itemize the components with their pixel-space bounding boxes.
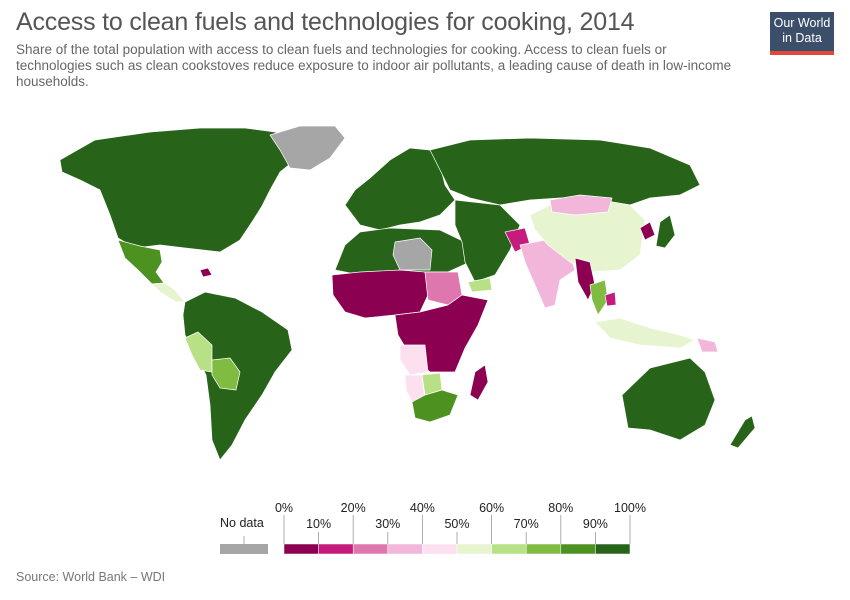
logo-line-1: Our World bbox=[773, 16, 831, 30]
region-bolivia[interactable] bbox=[211, 357, 241, 391]
world-map[interactable] bbox=[0, 100, 850, 490]
legend-tick-label-upper: 80% bbox=[548, 501, 573, 515]
region-yemen[interactable] bbox=[467, 277, 493, 293]
legend-tick-label-upper: 60% bbox=[479, 501, 504, 515]
legend-bin-6 bbox=[456, 543, 492, 555]
region-new-zealand[interactable] bbox=[729, 415, 756, 449]
legend-tick-label-upper: 100% bbox=[614, 501, 646, 515]
region-japan[interactable] bbox=[655, 214, 676, 249]
region-cambodia[interactable] bbox=[604, 291, 617, 307]
region-north-america[interactable] bbox=[59, 127, 301, 253]
region-mongolia[interactable] bbox=[549, 194, 613, 216]
legend-bin-3 bbox=[352, 543, 389, 555]
region-libya[interactable] bbox=[392, 237, 433, 271]
legend-tick-label-lower: 30% bbox=[375, 517, 400, 531]
legend-bin-9 bbox=[560, 543, 596, 555]
legend-no-data-swatch bbox=[220, 544, 268, 554]
legend-bin-2 bbox=[318, 543, 354, 555]
region-north-korea[interactable] bbox=[639, 221, 656, 241]
logo-line-2: in Data bbox=[782, 31, 822, 45]
source-note: Source: World Bank – WDI bbox=[16, 570, 166, 584]
chart-subtitle: Share of the total population with acces… bbox=[16, 42, 732, 89]
legend-no-data-label: No data bbox=[220, 516, 264, 530]
region-angola[interactable] bbox=[399, 344, 429, 376]
region-south-africa[interactable] bbox=[411, 389, 459, 423]
region-greenland[interactable] bbox=[269, 125, 346, 171]
legend-bin-5 bbox=[422, 543, 458, 555]
legend-tick-label-lower: 90% bbox=[583, 517, 608, 531]
region-russia[interactable] bbox=[429, 137, 701, 206]
region-madagascar[interactable] bbox=[469, 364, 489, 401]
legend-bin-7 bbox=[491, 543, 527, 555]
owid-logo[interactable]: Our World in Data bbox=[770, 12, 834, 55]
region-haiti[interactable] bbox=[199, 267, 213, 278]
legend-bin-10 bbox=[595, 543, 631, 555]
legend-bin-4 bbox=[387, 543, 423, 555]
region-central-america[interactable] bbox=[151, 282, 186, 303]
region-png[interactable] bbox=[696, 337, 719, 353]
region-thailand[interactable] bbox=[589, 279, 609, 316]
region-indonesia[interactable] bbox=[594, 317, 696, 349]
region-west-africa[interactable] bbox=[331, 269, 429, 319]
legend-tick-label-lower: 70% bbox=[514, 517, 539, 531]
chart-title: Access to clean fuels and technologies f… bbox=[16, 8, 635, 36]
legend-bin-1 bbox=[283, 543, 319, 555]
legend-bin-8 bbox=[525, 543, 562, 555]
legend-tick-label-lower: 10% bbox=[306, 517, 331, 531]
legend-bins bbox=[283, 543, 631, 555]
region-australia[interactable] bbox=[621, 357, 716, 441]
legend-tick-label-upper: 20% bbox=[341, 501, 366, 515]
legend-tick-label-upper: 0% bbox=[275, 501, 293, 515]
legend-tick-label-upper: 40% bbox=[410, 501, 435, 515]
legend-ticks-upper: 0% 20% 40% 60% 80% 100% bbox=[275, 501, 646, 544]
legend-ticks-lower: 10% 30% 50% 70% 90% bbox=[306, 517, 608, 544]
region-middle-east[interactable] bbox=[454, 199, 521, 283]
region-mexico[interactable] bbox=[117, 239, 165, 285]
legend-tick-label-lower: 50% bbox=[444, 517, 469, 531]
